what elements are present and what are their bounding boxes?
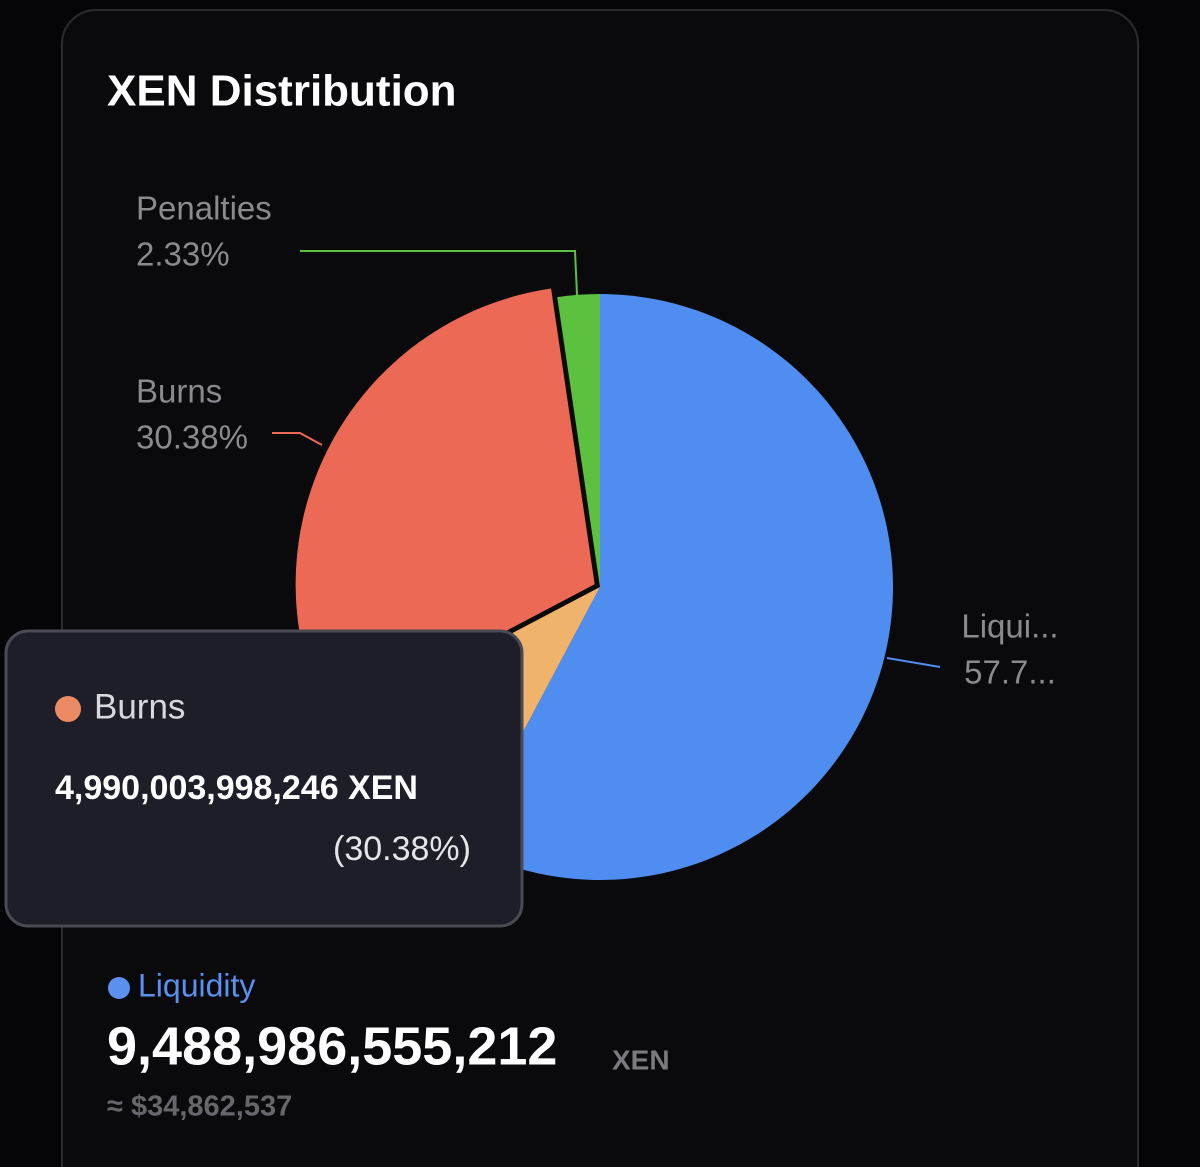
slice-value-label: 57.7... [964, 654, 1056, 691]
slice-label: Burns [136, 373, 222, 410]
pie-chart: Liqui... 57.7... Burns 30.38% Penalties 2.33% [136, 190, 1059, 880]
pie-slice [462, 294, 894, 880]
pie-slice [295, 288, 595, 724]
slice-value-label: 2.33% [136, 236, 230, 273]
leader-line [886, 657, 941, 668]
tooltip: Burns 4,990,003,998,246 XEN (30.38%) [4, 629, 524, 928]
tooltip-box [4, 629, 524, 928]
tooltip-dot [55, 696, 81, 722]
slice-label: Penalties [136, 190, 272, 227]
summary-name: Liquidity [138, 967, 255, 1003]
slice-value-label: 30.38% [136, 419, 248, 456]
pie-slice [557, 294, 600, 587]
tooltip-percent: (30.38%) [333, 830, 471, 868]
summary-unit: XEN [612, 1044, 670, 1075]
summary-dot [108, 977, 130, 999]
leader-line [272, 432, 323, 446]
tooltip-amount: 4,990,003,998,246 XEN [55, 769, 418, 807]
summary-usd: ≈ $34,862,537 [107, 1091, 292, 1123]
leader-line [300, 250, 578, 296]
slice-label: Liqui... [961, 608, 1058, 645]
tooltip-name: Burns [94, 687, 185, 726]
card-title: XEN Distribution [107, 67, 457, 116]
summary-amount: 9,488,986,555,212 [107, 1016, 557, 1076]
